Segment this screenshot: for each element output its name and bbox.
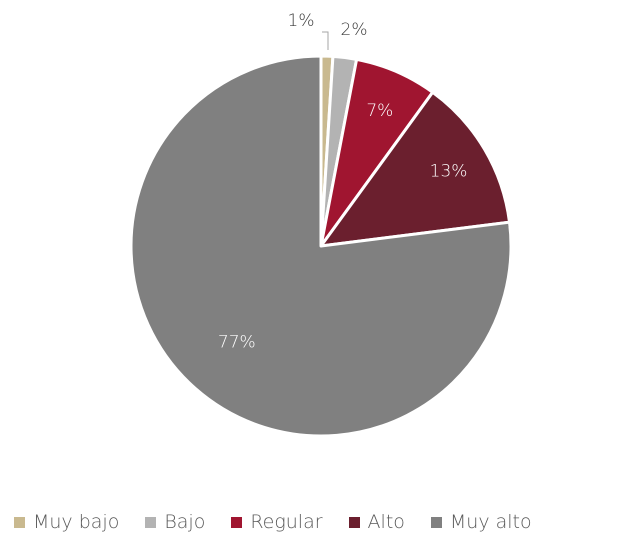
legend-item-regular: Regular — [231, 511, 323, 533]
legend-swatch-muy-alto — [430, 516, 442, 528]
legend-label-alto: Alto — [367, 511, 405, 533]
pie-slice-alto — [319, 90, 512, 248]
legend-swatch-alto — [348, 516, 360, 528]
leader-line-muy-bajo — [322, 31, 329, 50]
legend-item-muy-bajo: Muy bajo — [14, 511, 119, 533]
data-label-regular: 7% — [366, 101, 393, 121]
legend-item-alto: Alto — [348, 511, 405, 533]
data-label-muy-bajo: 1% — [288, 11, 315, 31]
legend-swatch-muy-bajo — [14, 516, 25, 528]
legend-label-regular: Regular — [250, 511, 323, 533]
legend-label-bajo: Bajo — [164, 511, 206, 533]
data-label-bajo: 2% — [341, 20, 368, 40]
legend-label-muy-alto: Muy alto — [449, 511, 532, 533]
legend-swatch-regular — [231, 516, 243, 528]
pie-slice-muy-alto — [129, 54, 513, 438]
data-label-alto: 13% — [430, 162, 468, 182]
legend-label-muy-bajo: Muy bajo — [33, 511, 120, 533]
data-label-muy-alto: 77% — [218, 332, 256, 352]
legend-item-muy-alto: Muy alto — [430, 511, 532, 533]
legend-item-bajo: Bajo — [145, 511, 205, 533]
chart-legend: Muy bajo Bajo Regular Alto Muy alto — [14, 511, 558, 533]
legend-swatch-bajo — [145, 516, 157, 528]
